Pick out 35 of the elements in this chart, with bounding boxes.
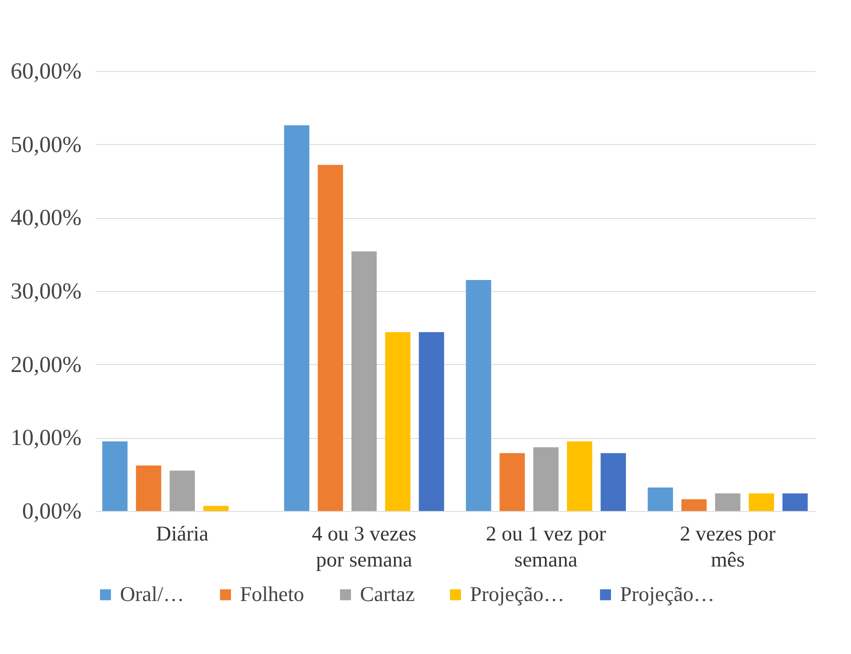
- x-tick-label: 4 ou 3 vezes por semana: [312, 522, 416, 572]
- y-tick-label: 60,00%: [10, 58, 82, 84]
- bar: [681, 499, 707, 511]
- bar: [318, 164, 344, 511]
- y-tick-label: 40,00%: [10, 205, 82, 230]
- legend-label: Oral/…: [120, 582, 184, 606]
- bar: [284, 125, 310, 511]
- y-tick-label: 20,00%: [10, 352, 82, 377]
- bar: [782, 493, 808, 511]
- bar: [715, 493, 740, 511]
- bar: [136, 466, 162, 511]
- y-tick-label: 10,00%: [10, 425, 82, 450]
- x-tick-label: Diária: [156, 522, 210, 546]
- bar: [566, 441, 592, 511]
- y-tick-label: 30,00%: [10, 278, 82, 304]
- x-tick-label: 2 ou 1 vez por semana: [486, 522, 606, 572]
- legend-label: Folheto: [240, 582, 304, 606]
- y-tick-label: 50,00%: [10, 132, 82, 157]
- bar: [600, 453, 626, 511]
- bar: [203, 506, 229, 511]
- bar: [385, 332, 410, 511]
- bar: [170, 470, 195, 511]
- legend-label: Cartaz: [360, 582, 415, 606]
- bar: [748, 493, 774, 511]
- bar: [533, 447, 559, 511]
- legend-label: Projeção…: [620, 582, 714, 606]
- y-tick-label: 0,00%: [22, 498, 82, 524]
- bar: [648, 488, 673, 511]
- bar: [500, 453, 525, 511]
- x-tick-label: 2 vezes por mês: [680, 522, 776, 572]
- bar: [466, 280, 492, 511]
- bar: [418, 332, 444, 511]
- bar: [351, 251, 377, 511]
- legend-label: Projeção…: [470, 582, 564, 606]
- bar: [102, 441, 128, 511]
